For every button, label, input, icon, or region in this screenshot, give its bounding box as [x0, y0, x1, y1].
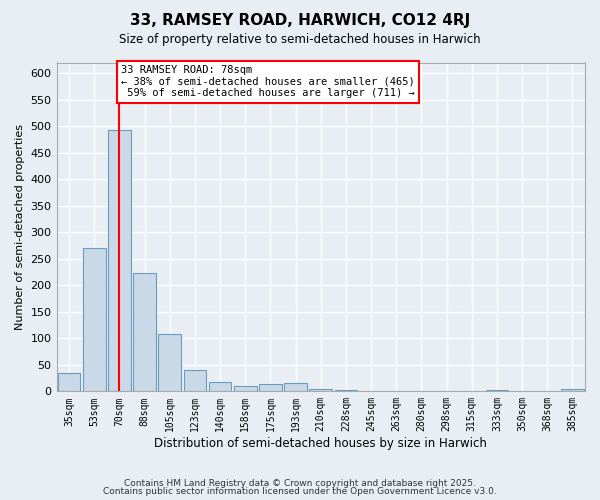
Bar [259, 384, 282, 392]
Text: Size of property relative to semi-detached houses in Harwich: Size of property relative to semi-detach… [119, 32, 481, 46]
Bar [83, 248, 106, 392]
Y-axis label: Number of semi-detached properties: Number of semi-detached properties [15, 124, 25, 330]
Text: Contains public sector information licensed under the Open Government Licence v3: Contains public sector information licen… [103, 487, 497, 496]
Text: Contains HM Land Registry data © Crown copyright and database right 2025.: Contains HM Land Registry data © Crown c… [124, 478, 476, 488]
Bar [108, 130, 131, 392]
Bar [133, 273, 156, 392]
Bar [310, 388, 332, 392]
Bar [335, 390, 357, 392]
Bar [58, 373, 80, 392]
Bar [284, 384, 307, 392]
Bar [485, 390, 508, 392]
X-axis label: Distribution of semi-detached houses by size in Harwich: Distribution of semi-detached houses by … [154, 437, 487, 450]
Bar [209, 382, 232, 392]
Bar [561, 388, 584, 392]
Bar [184, 370, 206, 392]
Text: 33 RAMSEY ROAD: 78sqm
← 38% of semi-detached houses are smaller (465)
 59% of se: 33 RAMSEY ROAD: 78sqm ← 38% of semi-deta… [121, 65, 415, 98]
Text: 33, RAMSEY ROAD, HARWICH, CO12 4RJ: 33, RAMSEY ROAD, HARWICH, CO12 4RJ [130, 12, 470, 28]
Bar [158, 334, 181, 392]
Bar [234, 386, 257, 392]
